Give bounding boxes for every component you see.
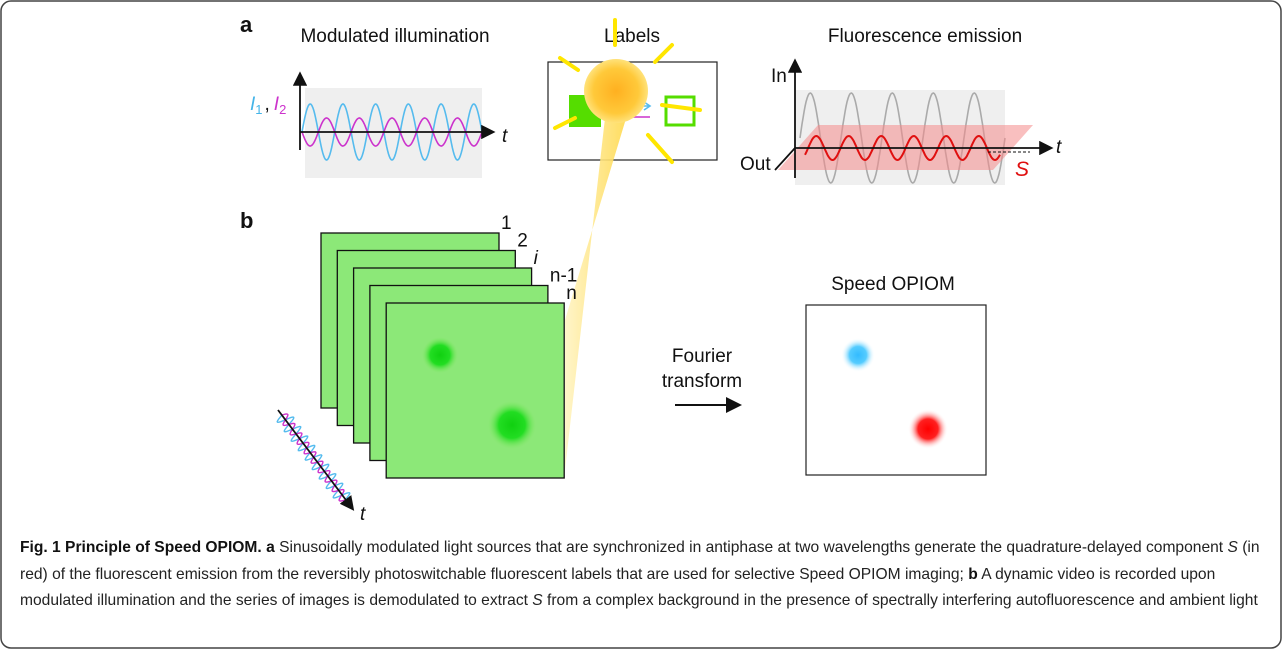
spot <box>908 409 948 449</box>
caption-text: from a complex background in the presenc… <box>543 592 1258 609</box>
frame-label: 1 <box>501 213 512 234</box>
caption-symbol: S <box>1227 539 1237 556</box>
caption-label: b <box>968 566 978 583</box>
frame-label: i <box>534 248 539 269</box>
axis-label: t <box>1056 137 1062 158</box>
caption-title: Fig. 1 Principle of Speed OPIOM. <box>20 539 262 556</box>
result-title: Speed OPIOM <box>831 274 955 295</box>
off-state <box>666 97 694 125</box>
axis-label: In <box>771 66 787 87</box>
method-label: Fourier <box>672 346 733 367</box>
spot <box>422 337 458 373</box>
result-image <box>806 305 986 475</box>
video-frame <box>386 303 564 478</box>
caption-label: a <box>266 539 275 556</box>
spot <box>488 401 536 449</box>
axis-label: t <box>360 504 366 525</box>
caption: Fig. 1 Principle of Speed OPIOM. a Sinus… <box>20 535 1265 615</box>
panel-label: a <box>240 12 253 37</box>
subpanel-title: Fluorescence emission <box>828 26 1022 47</box>
method-label: transform <box>662 371 742 392</box>
axis-label: t <box>502 126 508 147</box>
axis-label: Out <box>740 154 771 175</box>
subpanel-title: Modulated illumination <box>300 26 489 47</box>
frame-label: n <box>566 283 577 304</box>
figure: a Modulated illumination I1,I2 t Labels … <box>0 0 1284 651</box>
caption-text: Sinusoidally modulated light sources tha… <box>275 539 1228 556</box>
component-label: S <box>1015 158 1029 181</box>
axis-label: I1,I2 <box>250 94 286 117</box>
subpanel-title: Labels <box>604 26 660 47</box>
background <box>305 88 482 178</box>
panel-label: b <box>240 208 253 233</box>
caption-symbol: S <box>532 592 542 609</box>
frame-label: 2 <box>517 231 528 252</box>
spot <box>841 338 875 372</box>
sun <box>584 59 648 123</box>
